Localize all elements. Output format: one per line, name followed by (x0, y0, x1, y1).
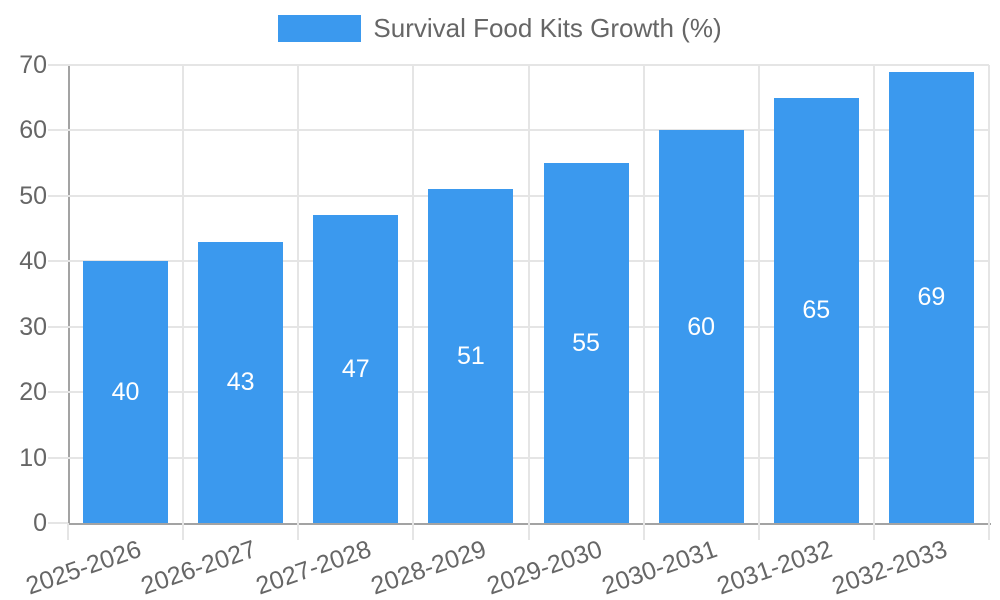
y-axis-tick-mark (48, 260, 68, 263)
x-axis-tick-mark (67, 523, 69, 540)
legend-label[interactable]: Survival Food Kits Growth (%) (373, 13, 722, 43)
legend-swatch-icon[interactable] (278, 14, 362, 42)
y-axis-tick-mark (48, 129, 68, 132)
legend[interactable]: Survival Food Kits Growth (%) (0, 14, 1000, 42)
y-axis-tick-label: 50 (19, 181, 47, 210)
x-axis-tick-label: 2026-2027 (137, 535, 260, 600)
x-axis-tick-mark (297, 523, 300, 540)
bar-value-label: 65 (802, 296, 831, 325)
y-axis-tick-mark (48, 325, 68, 328)
gridline-vertical (412, 65, 415, 523)
bar-value-label: 43 (226, 368, 255, 397)
y-axis-tick-label: 70 (19, 51, 47, 79)
x-axis-tick-label: 2029-2030 (483, 535, 606, 600)
bar-value-label: 55 (572, 329, 600, 358)
bar[interactable] (773, 97, 859, 523)
bar[interactable] (198, 241, 284, 523)
x-axis-tick-label: 2028-2029 (367, 535, 491, 600)
x-axis-tick-mark (642, 523, 645, 540)
y-axis-tick-mark (48, 391, 68, 394)
y-axis-tick-mark (48, 522, 68, 524)
bar-value-label: 60 (687, 312, 716, 341)
y-axis-tick-label: 60 (19, 116, 47, 145)
gridline-vertical (182, 65, 185, 523)
bar[interactable] (888, 71, 974, 523)
x-axis-tick-label: 2030-2031 (598, 535, 721, 600)
bar-value-label: 69 (917, 283, 946, 312)
x-axis-tick-label: 2025-2026 (22, 535, 145, 600)
y-axis-tick-mark (48, 64, 68, 66)
y-axis-tick-label: 30 (19, 312, 47, 341)
x-axis-tick-mark (527, 523, 530, 540)
bar[interactable] (428, 189, 514, 523)
y-axis-tick-mark (48, 456, 68, 459)
x-axis-tick-label: 2031-2032 (713, 535, 836, 600)
y-axis-tick-label: 0 (33, 509, 47, 537)
bar[interactable] (83, 261, 169, 523)
plot-area (68, 65, 991, 525)
x-axis-tick-mark (412, 523, 415, 540)
bar[interactable] (543, 163, 629, 523)
x-axis-tick-mark (872, 523, 875, 540)
gridline-vertical (988, 65, 990, 523)
x-axis-tick-mark (182, 523, 185, 540)
gridline-vertical (757, 65, 760, 523)
bar-value-label: 51 (457, 342, 485, 371)
gridline-vertical (872, 65, 875, 523)
x-axis-tick-mark (988, 523, 990, 540)
y-axis-tick-mark (48, 194, 68, 197)
y-axis-tick-label: 40 (19, 247, 47, 276)
bar[interactable] (658, 130, 744, 523)
x-axis-tick-label: 2027-2028 (252, 535, 375, 600)
gridline-vertical (642, 65, 645, 523)
gridline-vertical (527, 65, 530, 523)
gridline-vertical (297, 65, 300, 523)
bar-value-label: 47 (341, 355, 370, 384)
x-axis-tick-mark (757, 523, 760, 540)
y-axis-tick-label: 20 (19, 378, 47, 407)
x-axis-tick-label: 2032-2033 (828, 535, 951, 600)
bar[interactable] (313, 215, 399, 523)
y-axis-tick-label: 10 (19, 443, 47, 472)
bar-value-label: 40 (111, 378, 140, 407)
